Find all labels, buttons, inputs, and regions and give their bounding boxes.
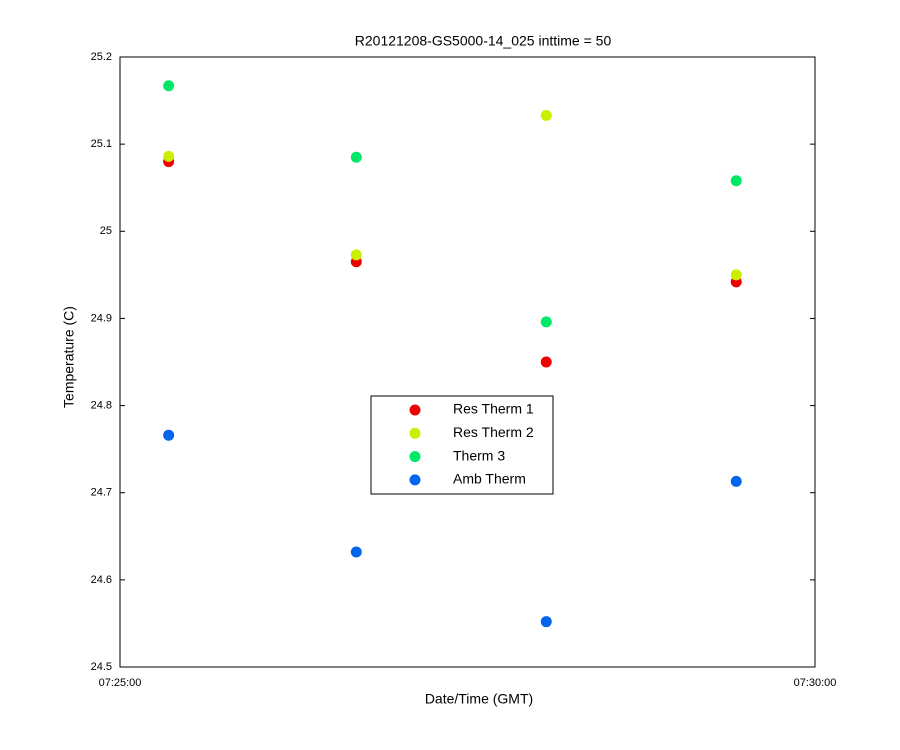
legend-marker (409, 427, 421, 439)
point (540, 109, 552, 121)
legend-label: Therm 3 (453, 447, 505, 463)
legend-marker (409, 404, 421, 416)
point (350, 249, 362, 261)
y-tick-label: 24.5 (91, 661, 112, 673)
point (163, 80, 175, 92)
x-axis-label: Date/Time (GMT) (425, 691, 533, 707)
y-tick-label: 24.8 (91, 399, 112, 411)
point (730, 175, 742, 187)
legend (370, 395, 554, 495)
point (350, 546, 362, 558)
legend-label: Res Therm 1 (453, 401, 534, 417)
y-tick-label: 25.1 (91, 138, 112, 150)
y-tick-label: 25 (100, 225, 112, 237)
legend-label: Res Therm 2 (453, 424, 534, 440)
y-tick-label: 25.2 (91, 51, 112, 63)
point (540, 616, 552, 628)
chart-title: R20121208-GS5000-14_025 inttime = 50 (355, 33, 612, 49)
y-tick-label: 24.6 (91, 574, 112, 586)
legend-marker (409, 474, 421, 486)
point (730, 269, 742, 281)
legend-marker (409, 451, 421, 463)
x-tick-label: 07:25:00 (99, 677, 142, 689)
point (540, 316, 552, 328)
point (540, 356, 552, 368)
legend-label: Amb Therm (453, 471, 526, 487)
point (730, 475, 742, 487)
x-tick-label: 07:30:00 (794, 677, 837, 689)
point (350, 151, 362, 163)
y-axis-label: Temperature (C) (61, 306, 77, 408)
point (163, 429, 175, 441)
plot-area (119, 56, 816, 668)
point (163, 150, 175, 162)
y-tick-label: 24.9 (91, 312, 112, 324)
y-tick-label: 24.7 (91, 487, 112, 499)
